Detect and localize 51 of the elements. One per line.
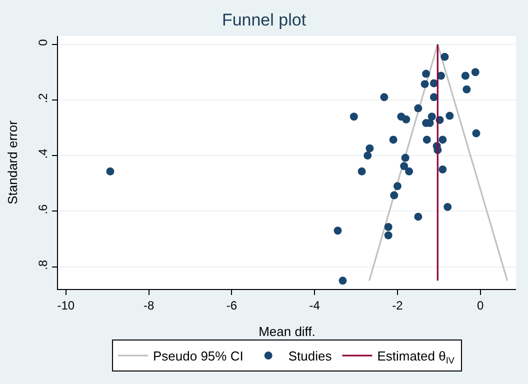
x-axis-title: Mean diff. — [258, 324, 316, 339]
point — [422, 70, 430, 78]
point — [366, 144, 374, 152]
point — [422, 136, 431, 144]
point — [438, 165, 447, 174]
point — [430, 79, 438, 88]
x-tick-label: 0 — [477, 298, 484, 312]
point — [405, 167, 414, 176]
point — [384, 231, 392, 240]
point — [401, 154, 410, 162]
point — [389, 136, 398, 144]
x-tick-label: -4 — [309, 298, 320, 312]
point — [414, 104, 422, 112]
point — [471, 68, 480, 76]
y-tick-label: .4 — [36, 148, 50, 159]
point — [338, 276, 347, 285]
point — [472, 129, 480, 138]
y-tick-label: .6 — [36, 204, 50, 214]
x-tick-label: -8 — [143, 298, 154, 312]
point — [393, 182, 402, 190]
point — [444, 202, 452, 211]
point — [350, 112, 358, 121]
point — [440, 52, 449, 61]
x-tick-label: -10 — [57, 298, 75, 312]
legend-label: Studies — [288, 348, 332, 364]
point — [428, 112, 436, 121]
legend-label: Pseudo 95% CI — [153, 348, 244, 364]
point — [358, 167, 366, 176]
point — [364, 152, 372, 160]
y-tick-label: .2 — [36, 92, 50, 104]
point — [438, 136, 447, 144]
point — [461, 72, 470, 80]
point — [402, 115, 410, 124]
point — [420, 80, 429, 88]
point — [106, 167, 114, 176]
point — [446, 112, 454, 120]
y-tick-label: 0 — [36, 38, 50, 46]
x-tick-label: -6 — [226, 298, 238, 312]
point — [400, 162, 408, 170]
y-axis-title: Standard error — [5, 120, 20, 204]
point — [334, 226, 342, 235]
point — [414, 212, 422, 221]
point — [390, 191, 398, 200]
point — [384, 223, 392, 231]
y-tick-label: .8 — [36, 260, 50, 270]
legend-label: Estimated θ$_{IV}$ — [377, 348, 456, 366]
point — [462, 85, 471, 94]
x-tick-label: -2 — [392, 298, 404, 312]
point — [430, 93, 438, 102]
point — [380, 93, 388, 102]
chart-title: Funnel plot — [222, 10, 306, 30]
